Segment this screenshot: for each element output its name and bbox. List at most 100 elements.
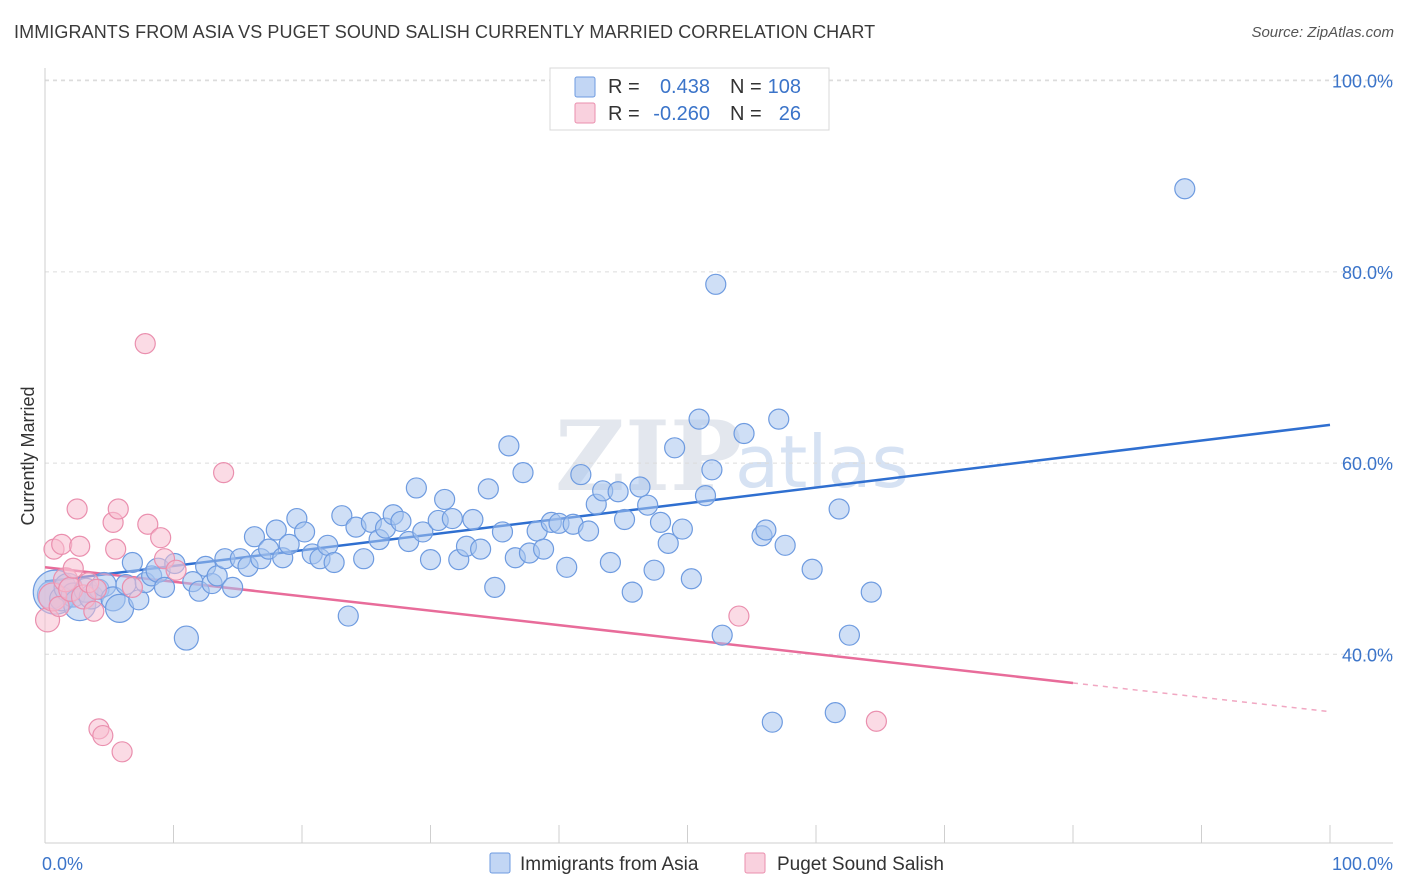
salish-point [165,559,187,581]
asia-point [484,576,506,598]
asia-point [153,576,176,598]
salish-point [69,535,91,557]
asia-point [733,422,755,445]
salish-point [121,576,143,598]
salish-point [865,710,887,732]
salish-point [137,513,159,535]
asia-point [419,549,442,571]
legend-r-label-salish: R = [608,103,640,125]
asia-point [323,551,345,574]
asia-point [643,559,665,581]
y-tick-labels: 40.0% 60.0% 80.0% 100.0% [1332,72,1393,666]
asia-point [680,568,702,590]
bottom-legend-swatch-asia [489,852,511,874]
salish-trend-extension [1072,682,1331,713]
asia-point [532,538,555,560]
x-tick-labels: 0.0% 100.0% [42,854,1393,874]
asia-point [498,435,520,457]
x-tick-label: 0.0% [42,854,83,874]
asia-point [705,273,727,295]
asia-point [599,551,622,574]
asia-point [755,519,777,541]
chart-title: IMMIGRANTS FROM ASIA VS PUGET SOUND SALI… [14,22,876,42]
salish-point [134,333,156,355]
asia-point [774,534,796,556]
y-axis-label: Currently Married [18,386,38,525]
asia-point [649,511,672,533]
bottom-legend: Immigrants from Asia Puget Sound Salish [489,852,944,875]
asia-point [412,521,434,543]
data-points [32,178,1196,763]
bottom-legend-label-salish: Puget Sound Salish [777,854,944,875]
asia-point [637,494,659,516]
y-tick-label: 100.0% [1332,72,1393,92]
asia-point [657,532,679,555]
asia-point [824,702,846,724]
legend-n-label-asia: N = [730,76,762,98]
asia-point [629,476,651,498]
legend-r-value-salish: -0.260 [653,103,710,125]
salish-point [66,498,88,520]
salish-point [728,605,750,627]
asia-point [607,481,629,503]
asia-point [664,437,686,459]
asia-point [441,507,463,530]
asia-point [671,518,693,540]
source-label: Source: ZipAtlas.com [1251,24,1394,41]
legend-swatch-salish [574,102,596,124]
asia-point [701,459,723,481]
asia-point [293,521,316,543]
salish-point [92,724,114,747]
legend-box [549,67,830,131]
asia-point [222,576,244,598]
asia-point [434,488,456,511]
legend-r-value-asia: 0.438 [660,76,710,98]
watermark-atlas: atlas [735,420,909,504]
asia-point [570,463,592,486]
legend-n-label-salish: N = [730,103,762,125]
asia-point [828,498,850,520]
salish-point [62,557,84,579]
asia-point [331,505,353,527]
salish-point [85,578,108,600]
asia-point [613,508,636,531]
asia-point [711,624,733,646]
legend: R = 0.438 N = 108 R = -0.260 N = 26 [549,67,830,131]
asia-point [694,485,717,507]
x-tick-label: 100.0% [1332,854,1393,874]
salish-point [51,533,73,555]
asia-point [477,478,499,500]
asia-point [860,581,882,603]
legend-n-value-salish: 26 [779,103,801,125]
asia-point [173,625,199,651]
asia-point [768,408,790,430]
legend-r-label-asia: R = [608,76,640,98]
salish-point [111,741,133,763]
salish-point [83,600,105,622]
asia-point [838,624,861,646]
asia-point [621,581,643,603]
asia-point [390,510,412,533]
bottom-legend-swatch-salish [744,852,766,874]
salish-point [213,462,235,484]
asia-point [353,548,375,570]
asia-point [556,556,578,578]
asia-point [121,551,143,574]
asia-point [512,462,534,484]
salish-point [105,538,127,560]
asia-point [462,508,484,531]
asia-point [265,519,287,541]
y-tick-label: 80.0% [1342,263,1393,283]
asia-point [1174,178,1196,200]
asia-point [470,538,492,560]
asia-point [337,605,359,627]
legend-n-value-asia: 108 [768,76,801,98]
salish-point [107,498,129,520]
axes [44,68,1393,844]
y-tick-label: 40.0% [1342,645,1393,665]
asia-point [801,558,823,580]
asia-point [405,477,427,499]
y-tick-label: 60.0% [1342,454,1393,474]
asia-point [577,520,600,542]
